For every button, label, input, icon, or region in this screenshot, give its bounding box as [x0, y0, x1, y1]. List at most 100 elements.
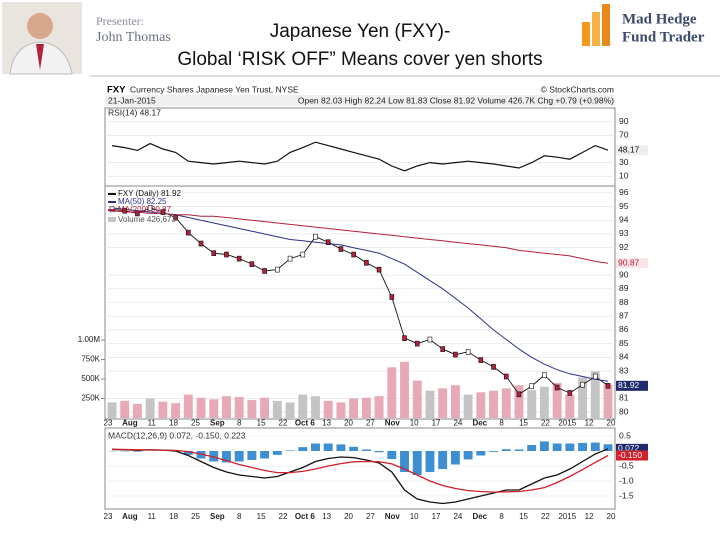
x-tick-label: 2015 — [558, 419, 576, 428]
price-candle — [199, 241, 203, 246]
volume-bar — [197, 398, 206, 418]
y-tick-label: 89 — [619, 283, 629, 293]
macd-histogram-bar — [553, 444, 562, 452]
y-tick-label: 90 — [619, 269, 629, 279]
volume-bar — [451, 385, 460, 418]
y-tick-label: 10 — [619, 170, 629, 180]
x-tick-label: 11 — [148, 512, 157, 521]
x-tick-label: 13 — [322, 512, 331, 521]
volume-bar — [375, 396, 384, 418]
x-tick-label: 12 — [585, 419, 594, 428]
x-tick-label: 11 — [148, 419, 157, 428]
volume-bar — [247, 400, 256, 418]
x-tick-label: Sep — [210, 512, 225, 521]
y-tick-label: 0.5 — [619, 430, 631, 440]
volume-bar — [324, 401, 333, 418]
x-tick-label: 25 — [191, 512, 200, 521]
price-candle — [504, 374, 508, 379]
rsi-panel — [105, 108, 615, 186]
x-tick-label: Nov — [385, 512, 401, 521]
description: Currency Shares Japanese Yen Trust, NYSE — [130, 84, 299, 94]
legend-label: MA(200) 90.87 — [118, 205, 171, 214]
y-tick-label: 86 — [619, 324, 629, 334]
price-candle — [542, 373, 546, 378]
x-tick-label: 8 — [499, 419, 504, 428]
quote: Open 82.03 High 82.24 Low 81.83 Close 81… — [298, 95, 614, 105]
volume-bar — [311, 396, 320, 418]
macd-histogram-bar — [133, 451, 142, 452]
x-tick-label: 15 — [257, 512, 266, 521]
price-candle — [403, 336, 407, 341]
price-candle — [606, 383, 610, 388]
price-candle — [275, 267, 279, 272]
price-candle — [352, 252, 356, 257]
volume-bar — [120, 401, 129, 418]
macd-histogram-bar — [489, 451, 498, 452]
price-candle — [263, 268, 267, 273]
x-tick-label: 22 — [279, 512, 288, 521]
volume-bar — [565, 395, 574, 418]
x-tick-label: 13 — [322, 419, 331, 428]
volume-bar — [425, 391, 434, 418]
x-tick-label: 17 — [432, 512, 441, 521]
volume-tick-label: 250K — [81, 394, 100, 403]
volume-bar — [146, 399, 155, 419]
last-value-label: 90.87 — [618, 257, 640, 267]
volume-bar — [336, 402, 345, 418]
price-candle — [237, 256, 241, 261]
legend-label: Volume 426,673 — [118, 215, 176, 224]
y-tick-label: 80 — [619, 406, 629, 416]
x-tick-label: Sep — [210, 419, 225, 428]
last-value-label: -0.150 — [618, 450, 642, 460]
x-tick-label: 24 — [453, 419, 462, 428]
x-tick-label: Dec — [472, 419, 487, 428]
price-candle — [364, 260, 368, 265]
price-candle — [186, 230, 190, 235]
rsi-label: RSI(14) 48.17 — [108, 107, 161, 117]
y-tick-label: 84 — [619, 352, 629, 362]
macd-histogram-bar — [247, 451, 256, 460]
x-tick-label: 22 — [279, 419, 288, 428]
x-tick-label: 15 — [257, 419, 266, 428]
macd-histogram-bar — [464, 451, 473, 459]
x-tick-label: 25 — [191, 419, 200, 428]
x-tick-label: Dec — [472, 512, 487, 521]
x-tick-label: 12 — [585, 512, 594, 521]
macd-histogram-bar — [527, 445, 536, 451]
y-tick-label: 93 — [619, 228, 629, 238]
y-tick-label: 30 — [619, 157, 629, 167]
x-tick-label: 20 — [344, 512, 353, 521]
volume-bar — [489, 391, 498, 418]
price-candle — [479, 358, 483, 363]
logo-line2: Fund Trader — [622, 29, 705, 45]
macd-histogram-bar — [375, 451, 384, 452]
macd-histogram-bar — [298, 447, 307, 451]
date: 21-Jan-2015 — [108, 95, 156, 105]
x-tick-label: 8 — [499, 512, 504, 521]
y-tick-label: 85 — [619, 338, 629, 348]
title-line2: Global ‘RISK OFF” Means cover yen shorts — [177, 49, 542, 70]
volume-bar — [400, 362, 409, 418]
volume-bar — [222, 396, 231, 418]
y-tick-label: 94 — [619, 215, 629, 225]
price-candle — [288, 256, 292, 261]
macd-histogram-bar — [413, 451, 422, 475]
macd-histogram-bar — [565, 444, 574, 452]
price-candle — [339, 247, 343, 252]
macd-histogram-bar — [349, 447, 358, 451]
x-tick-label: 24 — [453, 512, 462, 521]
presenter-photo — [2, 2, 82, 74]
volume-tick-label: 1.00M — [78, 335, 101, 344]
y-tick-label: 70 — [619, 130, 629, 140]
price-candle — [466, 349, 470, 354]
presenter-label: Presenter: — [96, 14, 144, 28]
price-candle — [326, 240, 330, 245]
x-tick-label: 23 — [104, 512, 113, 521]
x-tick-label: 2015 — [558, 512, 576, 521]
price-candle — [250, 262, 254, 267]
macd-histogram-bar — [438, 451, 447, 469]
macd-histogram-bar — [502, 449, 511, 451]
symbol: FXY — [107, 85, 126, 96]
